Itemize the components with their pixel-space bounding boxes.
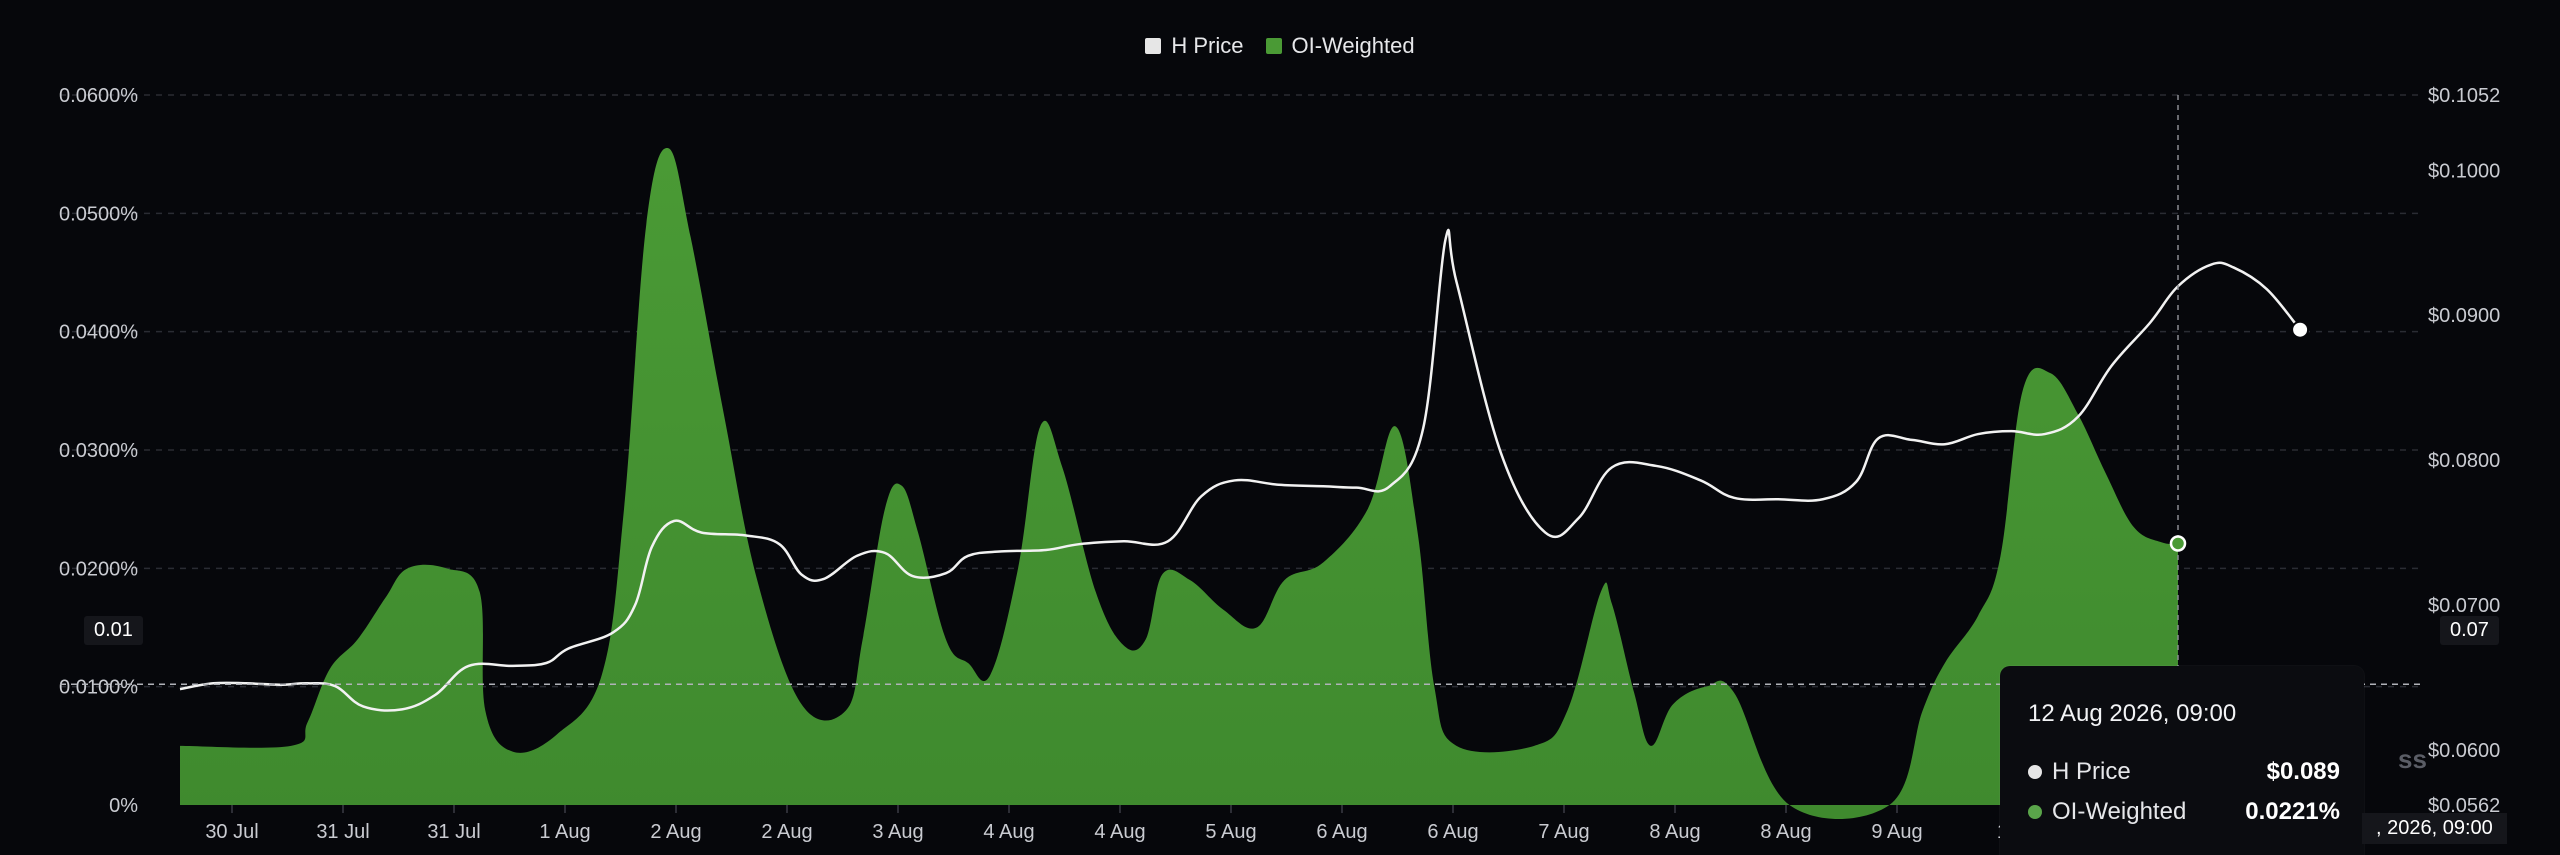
x-tick-label: 30 Jul — [205, 821, 258, 843]
x-tick-label: 2 Aug — [650, 821, 701, 843]
h-price-line-path — [179, 228, 2302, 712]
legend-label: H Price — [1171, 33, 1244, 58]
h-price-marker — [2291, 320, 2310, 339]
y-axis-left: 0.0600% 0.0500% 0.0400% 0.0300% 0.0200% 0.010… — [59, 85, 138, 817]
tooltip-label: H Price — [2052, 758, 2131, 785]
x-tick-label: 6 Aug — [1316, 821, 1367, 843]
x-tick-label: 9 Aug — [1871, 821, 1922, 843]
crosshair-left-value: 0.01 — [84, 616, 143, 645]
x-tick-label: 8 Aug — [1760, 821, 1811, 843]
y-axis-right: $0.1052 $0.1000 $0.0900 $0.0800 $0.0700 $0.06… — [2428, 85, 2500, 817]
oi-weighted-area — [180, 148, 2178, 820]
y-right-tick-label: $0.1052 — [2428, 85, 2500, 107]
y-left-tick-label: 0.0500% — [59, 203, 138, 225]
x-tick-label: 4 Aug — [983, 821, 1034, 843]
y-left-tick-label: 0.0100% — [59, 677, 138, 699]
y-right-tick-label: $0.0600 — [2428, 740, 2500, 762]
y-left-tick-label: 0.0600% — [59, 85, 138, 107]
x-tick-label: 4 Aug — [1094, 821, 1145, 843]
crosshair-x-badge: , 2026, 09:00 — [2362, 813, 2507, 844]
tooltip-row-oi-weighted: OI-Weighted 0.0221% — [2028, 798, 2340, 826]
x-axis: 30 Jul 31 Jul 31 Jul 1 Aug 2 Aug 2 Aug 3 Aug 4 … — [205, 805, 2019, 843]
x-tick-label: 2 Aug — [761, 821, 812, 843]
watermark: ss — [2398, 744, 2427, 774]
y-left-tick-label: 0.0300% — [59, 440, 138, 462]
x-tick-label: 5 Aug — [1205, 821, 1256, 843]
tooltip-dot-h-price — [2028, 765, 2042, 779]
tooltip-row-h-price: H Price $0.089 — [2028, 758, 2340, 786]
y-left-tick-label: 0.0400% — [59, 322, 138, 344]
y-left-tick-label: 0% — [109, 795, 138, 817]
tooltip-value: 0.0221% — [2245, 798, 2340, 825]
y-right-tick-label: $0.0900 — [2428, 305, 2500, 327]
x-tick-label: 3 Aug — [872, 821, 923, 843]
tooltip-title: 12 Aug 2026, 09:00 — [2028, 700, 2237, 727]
legend-item-h-price[interactable]: H Price — [1145, 33, 1244, 59]
x-tick-label: 7 Aug — [1538, 821, 1589, 843]
tooltip-value: $0.089 — [2266, 758, 2340, 785]
y-right-tick-label: $0.0700 — [2428, 595, 2500, 617]
x-tick-label: 6 Aug — [1427, 821, 1478, 843]
x-tick-label: 8 Aug — [1649, 821, 1700, 843]
x-tick-label: 31 Jul — [427, 821, 480, 843]
chart-legend: H Price OI-Weighted — [0, 33, 2560, 59]
y-left-tick-label: 0.0200% — [59, 558, 138, 580]
legend-swatch-h-price — [1145, 38, 1162, 54]
y-right-tick-label: $0.0800 — [2428, 450, 2500, 472]
legend-label: OI-Weighted — [1291, 33, 1415, 58]
x-tick-label: 31 Jul — [316, 821, 369, 843]
oi-weighted-area-path — [180, 148, 2178, 820]
legend-swatch-oi-weighted — [1265, 38, 1282, 54]
crosshair-right-value: 0.07 — [2440, 616, 2499, 645]
data-tooltip: 12 Aug 2026, 09:00 H Price $0.089 OI-Wei… — [2000, 666, 2364, 855]
tooltip-dot-oi-weighted — [2028, 805, 2042, 819]
tooltip-label: OI-Weighted — [2052, 798, 2187, 825]
x-tick-label: 1 Aug — [539, 821, 590, 843]
y-right-tick-label: $0.0562 — [2428, 795, 2500, 817]
y-right-tick-label: $0.1000 — [2428, 160, 2500, 182]
h-price-line — [179, 228, 2302, 712]
legend-item-oi-weighted[interactable]: OI-Weighted — [1265, 33, 1415, 59]
oi-weighted-marker — [2169, 535, 2187, 552]
